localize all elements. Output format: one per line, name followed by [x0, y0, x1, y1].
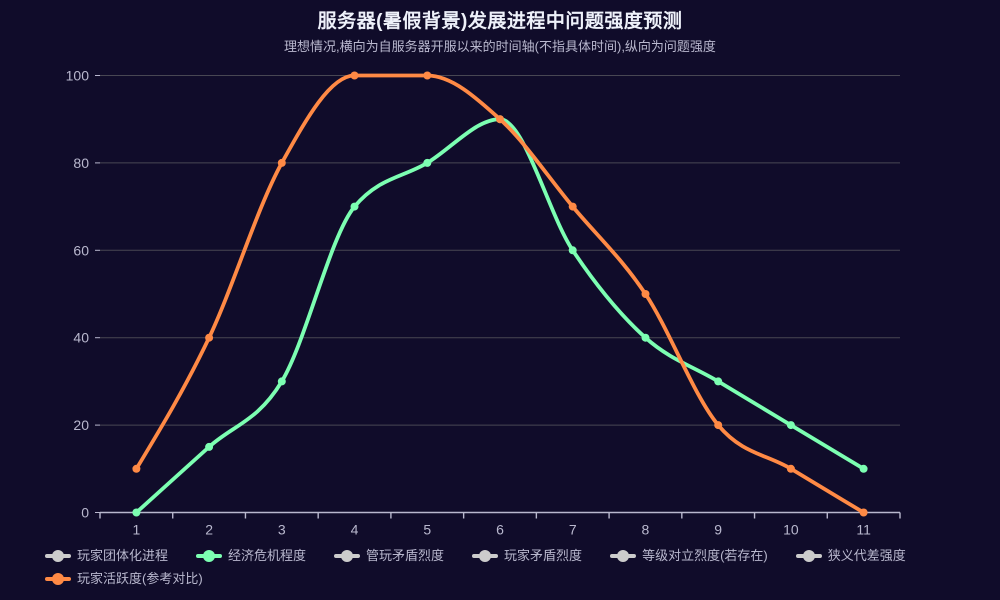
data-point[interactable] — [714, 421, 723, 430]
legend-line-marker-icon — [472, 550, 499, 562]
x-axis-label: 9 — [714, 522, 722, 538]
x-axis-label: 7 — [569, 522, 577, 538]
data-point[interactable] — [568, 202, 577, 211]
legend-item-2[interactable]: 管玩矛盾烈度 — [334, 549, 444, 563]
legend-item-0[interactable]: 玩家团体化进程 — [45, 549, 168, 563]
data-point[interactable] — [350, 202, 359, 211]
data-point[interactable] — [786, 464, 795, 473]
series-1[interactable] — [132, 71, 868, 517]
legend-dot-icon — [203, 550, 216, 562]
series-0[interactable] — [132, 115, 868, 517]
data-point[interactable] — [496, 115, 504, 124]
series-line — [134, 73, 866, 515]
y-axis-label: 100 — [66, 68, 90, 84]
x-axis-label: 3 — [278, 522, 286, 538]
data-point[interactable] — [350, 71, 359, 80]
y-axis-label: 0 — [81, 505, 89, 521]
legend-dot-icon — [617, 550, 630, 562]
chart-title: 服务器(暑假背景)发展进程中问题强度预测 — [317, 11, 683, 32]
x-axis-label: 5 — [423, 522, 431, 538]
legend-dot-icon — [479, 550, 492, 562]
legend-item-label: 狭义代差强度 — [827, 548, 906, 563]
x-axis-label: 2 — [205, 522, 213, 538]
legend-item-5[interactable]: 狭义代差强度 — [795, 548, 906, 563]
data-point[interactable] — [423, 71, 432, 80]
legend-item-label: 等级对立烈度(若存在) — [642, 548, 768, 563]
legend-item-label: 玩家矛盾烈度 — [504, 548, 583, 563]
x-axis-label: 1 — [132, 522, 140, 538]
chart-subtitle: 理想情况,横向为自服务器开服以来的时间轴(不指具体时间),纵向为问题强度 — [284, 39, 716, 54]
data-point[interactable] — [132, 464, 141, 473]
legend-dot-icon — [52, 573, 64, 585]
y-axis-label: 40 — [73, 330, 89, 346]
data-point[interactable] — [277, 377, 286, 386]
legend-item-6[interactable]: 玩家活跃度(参考对比) — [45, 572, 203, 586]
grid-lines — [100, 75, 900, 426]
legend-item-4[interactable]: 等级对立烈度(若存在) — [610, 549, 768, 563]
x-axis-label: 8 — [642, 522, 650, 538]
data-point[interactable] — [132, 508, 141, 517]
x-axis-label: 11 — [856, 522, 871, 538]
data-point[interactable] — [277, 158, 286, 167]
data-point[interactable] — [205, 442, 214, 451]
legend-item-label: 玩家团体化进程 — [77, 548, 169, 563]
data-point[interactable] — [205, 333, 214, 342]
data-point[interactable] — [859, 508, 868, 517]
data-point[interactable] — [641, 333, 650, 342]
legend-item-label: 经济危机程度 — [228, 548, 307, 563]
data-point[interactable] — [568, 246, 577, 255]
y-axis: 0 20 40 60 80 100 — [66, 68, 100, 521]
legend-dot-icon — [52, 550, 64, 562]
data-point[interactable] — [423, 158, 432, 167]
x-axis-label: 6 — [496, 522, 504, 538]
legend-dot-icon — [802, 550, 815, 562]
legend-line-marker-icon — [610, 550, 637, 562]
x-axis: 1 2 3 4 5 6 7 8 9 10 11 — [99, 511, 901, 538]
y-axis-label: 20 — [73, 417, 89, 433]
y-axis-label: 80 — [73, 155, 89, 171]
data-point[interactable] — [859, 464, 868, 473]
legend-line-marker-icon — [196, 550, 223, 562]
line-chart-plot-area[interactable]: 0 20 40 60 80 100 1 2 3 4 5 6 7 8 9 10 11 — [0, 0, 1000, 545]
data-point[interactable] — [641, 290, 650, 298]
legend-line-marker-icon — [795, 550, 822, 562]
legend-item-1[interactable]: 经济危机程度 — [196, 549, 306, 563]
legend-line-marker-icon — [45, 550, 71, 562]
legend-line-marker-icon — [45, 573, 71, 585]
legend-dot-icon — [341, 550, 354, 562]
legend-line-marker-icon — [334, 550, 361, 562]
legend-item-label: 管玩矛盾烈度 — [366, 548, 445, 563]
data-point[interactable] — [714, 377, 723, 386]
chart-legend: 玩家团体化进程 经济危机程度 管玩矛盾烈度 玩家矛盾烈度 等级对立烈度(若存在)… — [45, 549, 960, 586]
data-point[interactable] — [786, 421, 795, 430]
x-axis-label: 10 — [783, 522, 799, 538]
x-axis-label: 4 — [351, 522, 359, 538]
y-axis-label: 60 — [73, 242, 89, 258]
legend-item-label: 玩家活跃度(参考对比) — [77, 571, 203, 586]
legend-item-3[interactable]: 玩家矛盾烈度 — [472, 549, 582, 563]
